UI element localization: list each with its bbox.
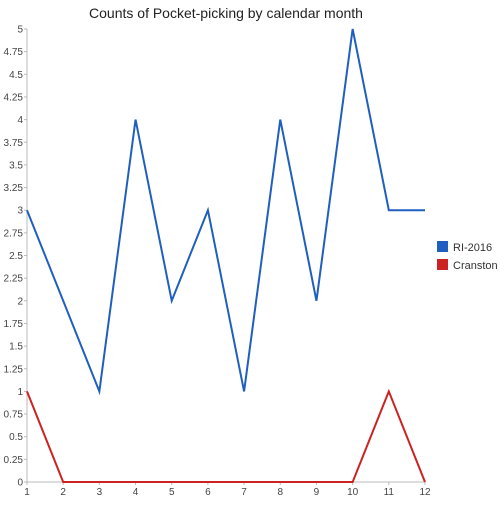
y-tick-label: 3.5 [9, 160, 23, 171]
legend-swatch [437, 241, 448, 252]
y-tick-label: 1.75 [4, 319, 24, 330]
x-tick-label: 7 [241, 487, 247, 498]
y-tick-label: 4.5 [9, 70, 23, 81]
y-tick-label: 3.25 [4, 183, 24, 194]
x-tick-label: 12 [419, 487, 431, 498]
x-tick-label: 1 [24, 487, 30, 498]
x-tick-label: 8 [277, 487, 283, 498]
x-tick-label: 11 [384, 487, 395, 498]
y-tick-label: 2.25 [4, 274, 24, 285]
series-line-ri-2016 [26, 28, 425, 396]
y-tick-label: 4.75 [4, 47, 24, 58]
x-tick-label: 2 [60, 487, 66, 498]
y-tick-label: 0.5 [9, 432, 23, 443]
series-lines [26, 28, 426, 483]
legend-label: RI-2016 [453, 242, 492, 254]
y-tick-label: 1 [17, 387, 23, 398]
y-tick-label: 2 [17, 296, 23, 307]
y-tick-label: 0.25 [4, 455, 24, 466]
x-tick-label: 3 [97, 487, 103, 498]
y-tick-label: 1.5 [9, 342, 23, 353]
y-tick-label: 2.75 [4, 228, 24, 239]
legend-label: Cranston [453, 260, 498, 272]
x-tick-label: 5 [169, 487, 175, 498]
y-tick-label: 4 [17, 115, 23, 126]
legend-swatch [437, 259, 448, 270]
y-tick-label: 0.75 [4, 410, 24, 421]
x-tick-label: 10 [347, 487, 359, 498]
legend: RI-2016 Cranston [437, 241, 498, 272]
series-line-cranston [26, 388, 426, 483]
y-tick-label: 0 [17, 478, 23, 489]
y-tick-label: 4.25 [4, 92, 24, 103]
y-tick-label: 3.75 [4, 138, 24, 149]
x-tick-label: 6 [205, 487, 211, 498]
chart-title: Counts of Pocket-picking by calendar mon… [89, 5, 363, 21]
x-tick-label: 9 [314, 487, 320, 498]
y-axis-ticks: 0 0.25 0.5 0.75 1 1.25 1.5 1.75 2 2.25 2.5 2.75 3 3.2… [4, 25, 27, 489]
y-tick-label: 5 [17, 25, 23, 36]
x-axis-ticks: 1 2 3 4 5 6 7 8 9 10 11 12 [24, 482, 431, 498]
y-tick-label: 3 [17, 206, 23, 217]
y-tick-label: 2.5 [9, 251, 23, 262]
y-tick-label: 1.25 [4, 364, 24, 375]
x-tick-label: 4 [133, 487, 139, 498]
